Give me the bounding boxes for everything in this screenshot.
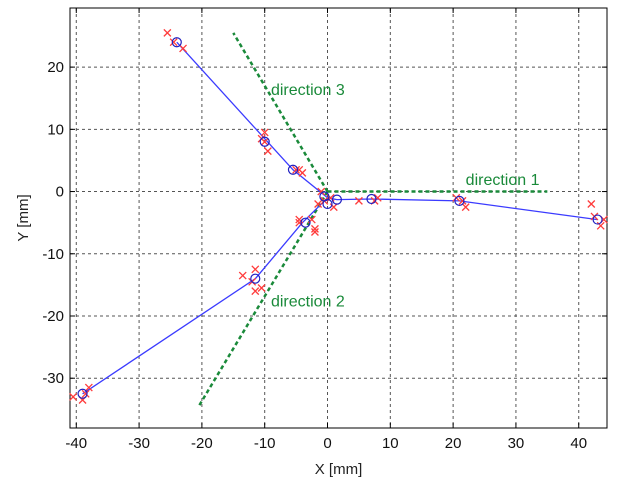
cross-marker: [163, 28, 172, 37]
cross-marker: [260, 128, 269, 137]
cross-marker: [354, 196, 363, 205]
circle-marker: [250, 273, 261, 284]
cross-marker: [69, 392, 78, 401]
circle-marker: [331, 194, 343, 205]
direction-lines: [197, 32, 548, 407]
x-tick-label: 40: [570, 435, 587, 452]
y-tick-label: 10: [47, 121, 64, 138]
y-axis-label: Y [mm]: [15, 194, 32, 241]
axis-ticks: -40 -30 -20 -10 0 10 20 30 40 -30 -20 -10 0 10 20: [42, 8, 607, 452]
circle-marker: [287, 164, 299, 175]
x-tick-label: -20: [191, 435, 213, 452]
cross-marker: [587, 200, 596, 208]
x-tick-label: -10: [254, 435, 276, 452]
circle-marker: [454, 195, 465, 206]
circle-marker: [592, 214, 603, 225]
cross-marker: [251, 287, 260, 296]
cross-marker: [314, 200, 323, 208]
circle-marker: [259, 136, 270, 147]
y-tick-label: 20: [47, 59, 64, 76]
x-tick-label: 30: [508, 435, 525, 452]
labels: direction 1 direction 2 direction 3: [271, 82, 540, 311]
y-tick-label: -30: [42, 370, 64, 387]
fit-line-1: [176, 41, 328, 199]
cross-marker: [263, 147, 272, 156]
cross-marker: [292, 165, 301, 174]
x-tick-label: 10: [382, 435, 399, 452]
circle-marker: [300, 217, 311, 228]
direction-label-3: direction 3: [271, 82, 345, 99]
fit-line-2: [82, 197, 328, 395]
cross-marker: [257, 284, 266, 292]
direction-label-1: direction 1: [466, 172, 540, 189]
cross-marker: [179, 44, 188, 53]
cross-marker: [310, 228, 319, 236]
cross-marker: [81, 389, 90, 398]
cross-marker: [461, 203, 470, 212]
circle-marker: [366, 193, 377, 205]
plot-frame: [69, 7, 608, 429]
circle-marker: [77, 388, 88, 399]
cross-marker: [458, 196, 467, 205]
y-tick-label: -10: [42, 246, 64, 263]
x-tick-label: 20: [445, 435, 462, 452]
x-tick-label: -30: [128, 435, 150, 452]
cross-marker: [251, 265, 260, 274]
cross-marker: [169, 38, 178, 47]
cross-marker: [298, 168, 307, 177]
fit-lines: [82, 41, 598, 395]
cross-markers: [69, 28, 608, 404]
x-tick-label: -40: [65, 435, 87, 452]
circle-markers: [77, 37, 603, 399]
grid: [70, 8, 607, 428]
cross-marker: [310, 224, 319, 233]
direction-line-3: [232, 32, 329, 193]
cross-marker: [260, 137, 269, 146]
y-tick-label: -20: [42, 308, 64, 325]
cross-marker: [84, 383, 93, 392]
circle-marker: [322, 198, 333, 210]
direction-label-2: direction 2: [271, 293, 345, 310]
x-tick-label: 0: [323, 435, 331, 452]
x-axis-label: X [mm]: [315, 461, 363, 478]
fit-line-3: [327, 197, 598, 221]
circle-marker: [171, 37, 182, 48]
y-tick-label: 0: [56, 184, 64, 201]
cross-marker: [317, 187, 326, 196]
cross-marker: [238, 271, 247, 280]
